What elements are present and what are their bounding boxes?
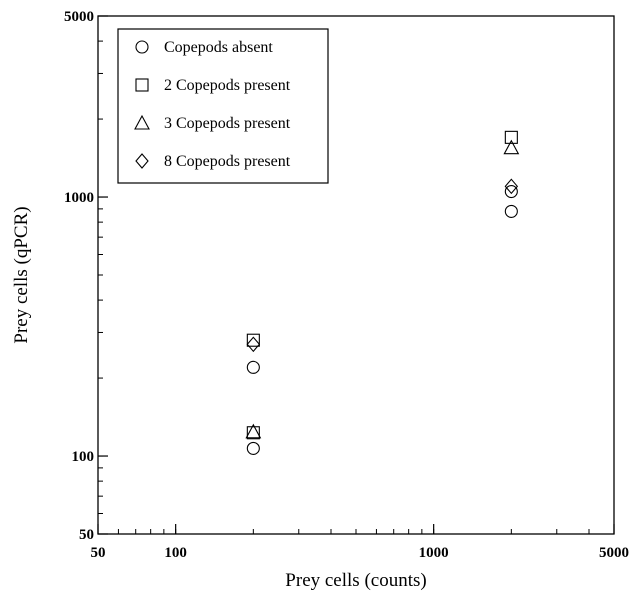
- x-axis-title: Prey cells (counts): [285, 570, 426, 591]
- y-tick-label: 1000: [64, 190, 94, 206]
- legend-label: 8 Copepods present: [164, 153, 291, 170]
- legend-item: 3 Copepods present: [134, 114, 291, 132]
- y-axis-title: Prey cells (qPCR): [11, 206, 32, 343]
- x-axis-tick-labels: 50 100 1000 5000: [91, 545, 630, 561]
- square-point: [246, 426, 260, 440]
- x-tick-label: 1000: [419, 545, 449, 561]
- legend-label: Copepods absent: [164, 39, 273, 56]
- circle-point: [504, 204, 518, 218]
- x-tick-label: 5000: [599, 545, 629, 561]
- y-axis-ticks: [98, 15, 108, 535]
- legend: Copepods absent 2 Copepods present 3 Copep…: [117, 28, 329, 184]
- square-point: [504, 130, 518, 144]
- y-tick-label: 100: [72, 449, 95, 465]
- circle-point: [246, 441, 260, 455]
- series-triangle: [245, 139, 520, 439]
- series-diamond: [246, 178, 519, 353]
- legend-label: 2 Copepods present: [164, 77, 291, 94]
- legend-label: 3 Copepods present: [164, 115, 291, 132]
- y-tick-label: 5000: [64, 9, 94, 25]
- legend-box: [117, 28, 329, 184]
- legend-item: 8 Copepods present: [135, 153, 291, 170]
- x-tick-label: 50: [91, 545, 106, 561]
- data-points: [245, 130, 520, 455]
- x-tick-label: 100: [164, 545, 187, 561]
- y-tick-label: 50: [79, 527, 94, 543]
- square-point: [246, 333, 260, 347]
- series-circle: [246, 184, 518, 455]
- diamond-legend-icon: [135, 153, 149, 169]
- legend-item: 2 Copepods present: [135, 77, 291, 94]
- circle-point: [246, 360, 260, 374]
- circle-legend-icon: [135, 40, 149, 54]
- diamond-point: [504, 178, 519, 195]
- circle-point: [504, 184, 518, 199]
- series-square: [246, 130, 518, 440]
- legend-items: Copepods absent 2 Copepods present 3 Copep…: [134, 39, 291, 170]
- triangle-legend-icon: [134, 114, 150, 130]
- legend-item: Copepods absent: [135, 39, 273, 56]
- triangle-point: [245, 423, 262, 439]
- triangle-point: [503, 139, 520, 155]
- diamond-point: [246, 336, 261, 353]
- square-legend-icon: [135, 78, 149, 92]
- x-axis-ticks: [97, 524, 615, 534]
- y-axis-tick-labels: 50 100 1000 5000: [64, 9, 94, 543]
